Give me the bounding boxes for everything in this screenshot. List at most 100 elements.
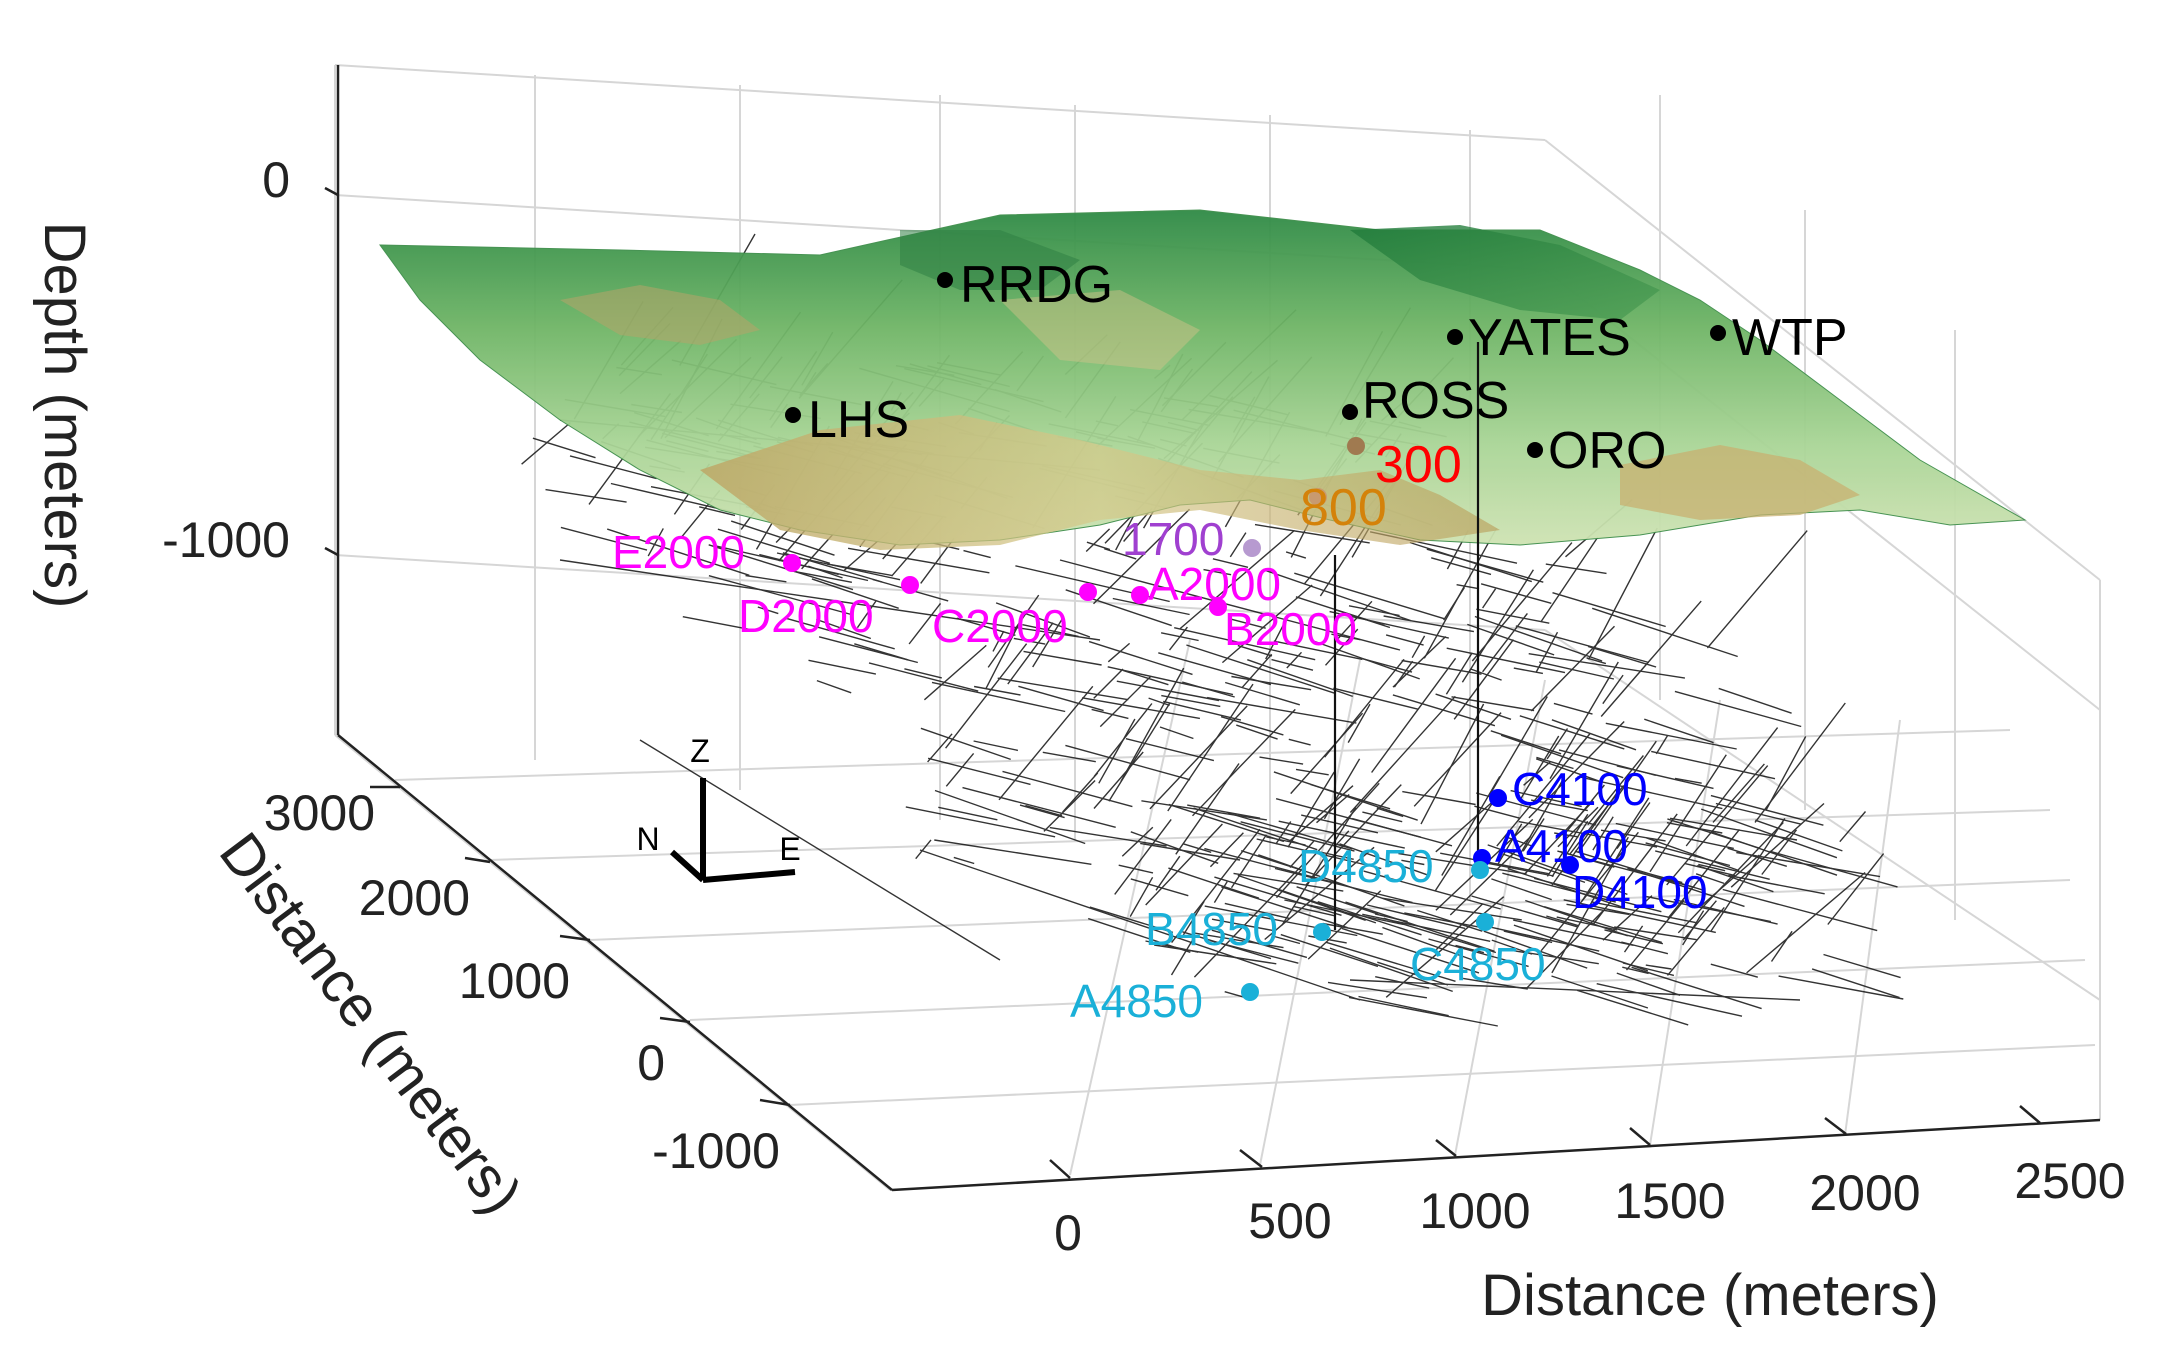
tunnel-segment xyxy=(1287,771,1335,848)
tunnel-segment xyxy=(1002,770,1133,808)
tunnel-segment xyxy=(1285,551,1307,559)
z-tick-label: -1000 xyxy=(162,512,290,568)
z-tick-labels: 0 -1000 xyxy=(162,152,290,568)
tunnel-segment xyxy=(1025,804,1063,817)
tunnel-segment xyxy=(1377,961,1449,986)
tunnel-segment xyxy=(1535,758,1600,782)
station-label: ROSS xyxy=(1362,372,1509,430)
tunnel-segment xyxy=(1677,822,1784,934)
tunnel-segment xyxy=(905,806,1056,838)
y-tick-label: 3000 xyxy=(264,785,375,841)
tunnel-segment xyxy=(1120,667,1185,782)
tunnel-segment xyxy=(1715,802,1802,825)
tunnel-segment xyxy=(1540,831,1639,952)
tunnel-segment xyxy=(1622,962,1675,977)
tunnel-segment xyxy=(1519,715,1625,750)
tunnel-segment xyxy=(1155,855,1181,891)
tunnel-segment xyxy=(1212,558,1249,568)
station-dot xyxy=(1209,598,1227,616)
tunnel-segment xyxy=(1099,676,1152,728)
tunnel-segment xyxy=(1366,904,1466,930)
station-dot xyxy=(1313,923,1331,941)
tunnel-segment xyxy=(1236,724,1278,740)
tunnel-segment xyxy=(1420,703,1485,825)
station-label: 1700 xyxy=(1122,513,1224,565)
tunnel-segment xyxy=(1482,588,1497,609)
tunnel-segment xyxy=(816,679,852,694)
tunnel-segment xyxy=(1644,718,1714,744)
tunnel-segment xyxy=(1087,917,1191,953)
tunnel-segment xyxy=(1666,765,1769,886)
station-dot xyxy=(1079,583,1097,601)
tunnel-segment xyxy=(1500,734,1624,779)
tunnel-segment xyxy=(807,565,843,579)
tunnel-segment xyxy=(1655,850,1770,880)
tunnel-segment xyxy=(1455,944,1485,954)
tunnel-segment xyxy=(708,544,854,591)
tunnel-segment xyxy=(1557,806,1599,848)
tunnel-segment xyxy=(1191,708,1296,817)
tunnel-segment xyxy=(919,849,1361,1001)
tunnel-segment xyxy=(1183,843,1212,853)
y-tick-label: 1000 xyxy=(459,953,570,1009)
tunnel-segment xyxy=(1401,659,1482,675)
tunnel-segment xyxy=(1566,903,1630,916)
tunnel-segment xyxy=(927,733,953,763)
tunnel-segment xyxy=(1231,675,1312,691)
tunnel-segment xyxy=(1602,895,1653,941)
station-dot xyxy=(1489,789,1507,807)
tunnel-segment xyxy=(1362,811,1403,823)
tunnel-segment xyxy=(1578,740,1657,853)
tunnel-segment xyxy=(956,617,1016,636)
tunnel-segment xyxy=(1295,596,1385,627)
tunnel-segment xyxy=(1546,728,1569,760)
tunnel-segment xyxy=(1121,826,1154,857)
tunnel-segment xyxy=(1273,640,1363,661)
tunnel-segment xyxy=(1446,647,1566,674)
y-tick-label: -1000 xyxy=(652,1123,780,1179)
station-dot xyxy=(783,554,801,572)
station-label: B2000 xyxy=(1224,603,1357,655)
tunnel-segment xyxy=(992,630,1005,652)
station-label: YATES xyxy=(1468,309,1631,367)
tunnel-segment xyxy=(1507,867,1622,908)
tunnel-segment xyxy=(1265,619,1287,660)
tunnel-segment xyxy=(1666,822,1723,834)
station-dot xyxy=(1243,539,1261,557)
tunnel-segment xyxy=(1487,844,1628,896)
tunnel-segment xyxy=(1730,802,1825,888)
station-dot xyxy=(785,407,801,423)
tunnel-segment xyxy=(682,616,754,631)
tunnel-segment xyxy=(1237,874,1377,924)
shafts xyxy=(1333,342,1480,930)
tunnel-segment xyxy=(1167,683,1254,812)
tunnel-segment xyxy=(1305,784,1402,886)
tunnel-segment xyxy=(1551,836,1629,974)
tunnel-segment xyxy=(1627,867,1745,908)
tunnel-segment xyxy=(1211,918,1274,932)
tunnel-segment xyxy=(1591,901,1696,924)
tunnel-segment xyxy=(1059,559,1401,651)
tunnel-segment xyxy=(1470,668,1502,681)
tunnel-segment xyxy=(1426,548,1544,583)
tunnel-segment xyxy=(1204,847,1342,886)
tunnel-segment xyxy=(1722,888,1878,932)
tunnel-segment xyxy=(1435,693,1512,720)
triad-n-label: N xyxy=(636,821,659,857)
tunnel-segment xyxy=(1186,644,1335,694)
tunnel-segment xyxy=(1622,966,1649,975)
tunnel-segment xyxy=(1502,853,1586,884)
tunnel-segment xyxy=(1019,804,1065,819)
tunnel-segment xyxy=(1445,652,1473,695)
station-dot xyxy=(1342,404,1358,420)
tunnel-segment xyxy=(1682,900,1717,941)
tunnel-segment xyxy=(856,600,877,629)
tunnel-segment xyxy=(1383,615,1475,633)
tunnel-segment xyxy=(1839,811,1867,843)
tunnel-segment xyxy=(1530,625,1615,712)
tunnel-segment xyxy=(1602,674,1624,705)
orientation-triad: Z N E xyxy=(636,733,801,883)
tunnel-segment xyxy=(1461,569,1534,683)
x-axis-label: Distance (meters) xyxy=(1481,1263,1939,1328)
tunnel-segment xyxy=(1456,584,1480,590)
